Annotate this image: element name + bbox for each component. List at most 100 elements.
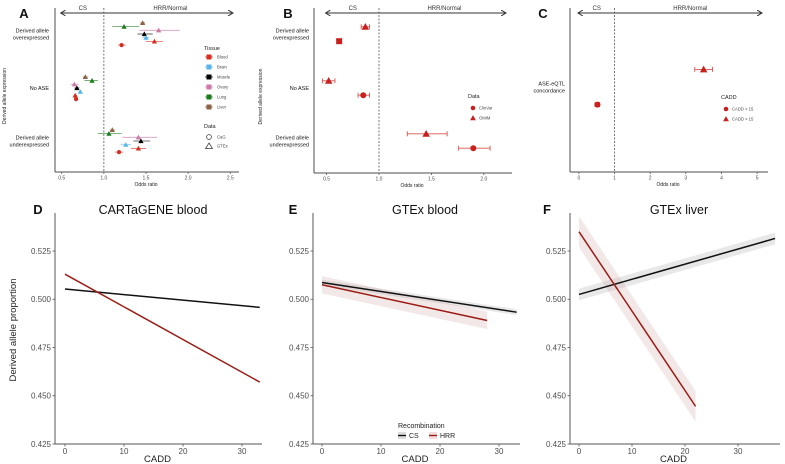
category-label: overexpressed	[273, 36, 309, 42]
legend: Recombination CS HRR	[398, 423, 455, 440]
x-tick-label: 1.5	[143, 176, 150, 182]
data-point	[360, 23, 371, 30]
legend-label: HRR	[440, 433, 455, 440]
legend-label: Brain	[217, 65, 227, 70]
x-tick-label: 0	[577, 447, 582, 456]
point-marker	[72, 92, 78, 98]
point-marker	[470, 145, 477, 152]
panel-e: E GTEx blood 0.425 0.450 0.475 0.500 0.525 0 10 2…	[289, 202, 520, 464]
data-point	[109, 127, 115, 132]
y-tick-label: 0.425	[289, 440, 310, 449]
data-point	[72, 92, 78, 98]
y-tick-label: 0.425	[546, 440, 567, 449]
hrr-direction-label: HRR/Normal	[153, 6, 187, 12]
legend-key	[206, 134, 212, 140]
x-tick-label: 0	[63, 447, 68, 456]
series-line-hrr	[64, 273, 261, 383]
legend-key	[206, 104, 212, 110]
x-axis-title: Odds ratio	[134, 182, 157, 188]
category-label: Derived allele	[276, 29, 309, 35]
x-tick-label: 1.0	[100, 176, 107, 182]
data-point	[114, 150, 124, 155]
cs-direction-label: CS	[593, 6, 601, 12]
y-tick-label: 0.450	[546, 392, 567, 401]
category-label: concordance	[534, 89, 566, 95]
data-point	[74, 85, 80, 91]
panel-title: GTEx blood	[392, 203, 458, 217]
x-tick-label: 1.5	[428, 177, 435, 183]
data-point	[120, 142, 131, 147]
data-point	[458, 145, 491, 152]
point-marker	[141, 31, 147, 37]
y-tick-label: 0.475	[31, 343, 52, 352]
panel-letter: F	[543, 202, 551, 217]
panel-a: A 0.5 1.0 1.5 2.0 2.5 Odds ratio CS HRR/Normal De…	[2, 6, 239, 188]
legend-key	[206, 84, 212, 90]
data-point	[97, 130, 122, 136]
category-label: Derived allele	[16, 29, 49, 35]
data-point	[82, 74, 88, 79]
x-tick-label: 10	[628, 447, 637, 456]
legend-key	[206, 74, 212, 80]
cs-direction-label: CS	[79, 6, 87, 12]
x-tick-label: 0.5	[58, 176, 65, 182]
data-point	[336, 38, 343, 45]
point-marker	[119, 43, 124, 48]
x-tick-label: 0	[320, 447, 325, 456]
panel-f: F GTEx liver 0.425 0.450 0.475 0.500 0.525 0 10 2…	[543, 202, 780, 464]
series-line-hrr	[321, 284, 488, 322]
series-line-cs	[578, 237, 776, 296]
legend-label: Lung	[217, 95, 227, 100]
legend-key	[470, 105, 476, 111]
data-point	[406, 130, 448, 137]
category-label: ASE-eQTL	[538, 82, 565, 88]
y-tick-label: 0.500	[289, 295, 310, 304]
y-axis-title: Derived allele expression	[2, 68, 8, 124]
legend-label: CaG	[217, 135, 226, 140]
category-label: overexpressed	[13, 36, 49, 42]
legend-title: Data	[468, 94, 481, 100]
data-point	[122, 134, 157, 140]
legend-key	[206, 54, 212, 60]
x-axis-title: CADD	[144, 454, 171, 464]
x-tick-label: 5	[756, 176, 759, 182]
point-marker	[361, 23, 370, 30]
point-marker	[140, 20, 146, 25]
point-marker	[360, 92, 367, 99]
x-tick-label: 30	[734, 447, 743, 456]
data-point	[694, 65, 713, 73]
panel-b: B 0.5 1.0 1.5 2.0 Odds ratio CS HRR/Normal Deriv…	[258, 6, 512, 189]
data-point	[71, 81, 79, 87]
category-label: No ASE	[30, 86, 50, 92]
legend-label: Blood	[217, 55, 228, 60]
point-marker	[89, 77, 95, 83]
y-tick-label: 0.525	[31, 247, 52, 256]
hrr-direction-label: HRR/Normal	[673, 6, 707, 12]
point-marker	[143, 35, 149, 40]
point-marker	[82, 74, 88, 79]
panel-letter: D	[33, 202, 42, 217]
legend-label: OMIM	[479, 116, 491, 121]
data-point	[73, 97, 79, 102]
point-marker	[594, 101, 601, 108]
panel-letter: A	[19, 6, 29, 21]
category-label: Derived allele	[16, 136, 49, 142]
panel-letter: C	[538, 6, 548, 21]
x-tick-label: 10	[120, 447, 129, 456]
data-point	[321, 77, 336, 84]
y-tick-label: 0.525	[289, 247, 310, 256]
x-axis-title: Odds ratio	[400, 183, 423, 189]
data-point	[146, 38, 163, 44]
legend-label: CADD > 15	[732, 117, 754, 122]
data-point	[594, 101, 601, 108]
point-marker	[422, 130, 430, 137]
data-point	[133, 138, 151, 144]
point-marker	[156, 27, 162, 33]
x-axis-title: CADD	[660, 454, 687, 464]
x-tick-label: 20	[681, 447, 690, 456]
panel-d: D CARTaGENE blood 0.425 0.450 0.475 0.500 0.52…	[8, 202, 262, 464]
x-tick-label: 10	[377, 447, 386, 456]
point-marker	[106, 130, 112, 136]
y-tick-label: 0.425	[31, 440, 52, 449]
